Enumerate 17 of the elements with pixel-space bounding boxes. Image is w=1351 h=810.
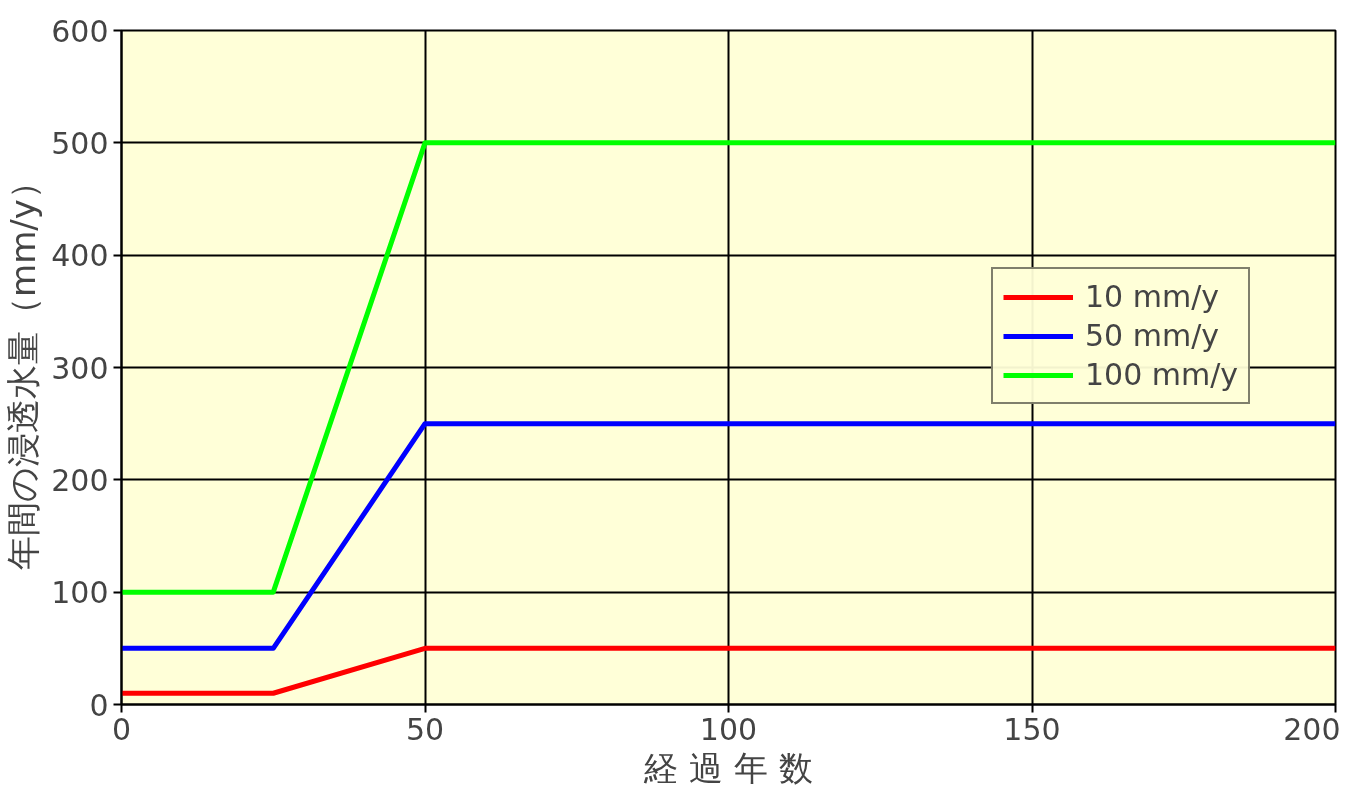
x-tick-label: 0 [111,711,132,747]
x-tick-label: 200 [1283,711,1341,747]
y-axis-title: 年間の浸透水量（mm/y） [3,165,44,570]
y-tick-label: 200 [51,462,109,498]
y-tick-label: 0 [89,687,109,723]
legend-label: 10 mm/y [1085,279,1220,314]
x-tick-label: 150 [1003,711,1061,747]
legend-label: 100 mm/y [1085,357,1239,392]
x-axis-title: 経 過 年 数 [643,747,813,788]
y-tick-label: 300 [51,350,109,386]
y-tick-label: 100 [51,575,109,611]
x-tick-label: 50 [405,711,445,747]
y-tick-label: 500 [51,125,109,161]
y-tick-label: 600 [51,13,109,49]
x-tick-label: 100 [699,711,758,747]
y-tick-label: 400 [51,238,109,274]
legend-label: 50 mm/y [1085,318,1220,353]
